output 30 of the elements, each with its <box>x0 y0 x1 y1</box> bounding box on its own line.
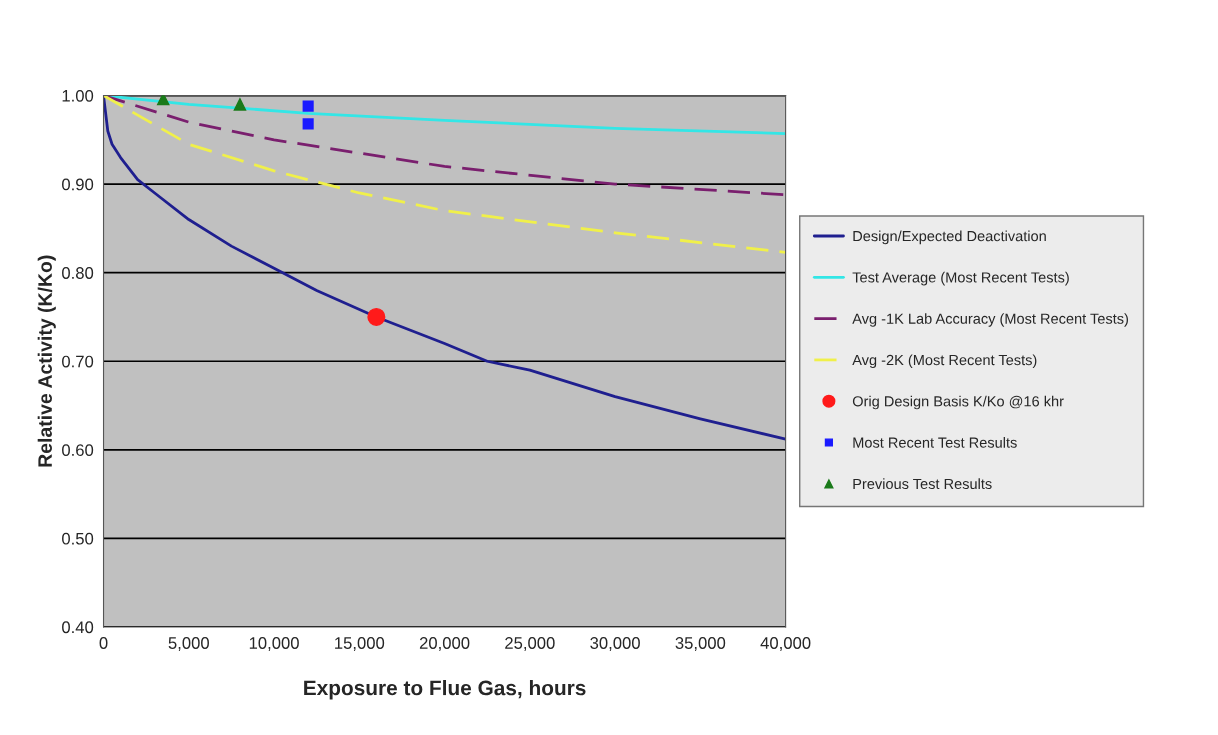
x-tick-label: 20,000 <box>419 637 470 651</box>
legend-label: Most Recent Test Results <box>853 437 1017 448</box>
legend-label: Previous Test Results <box>853 478 992 490</box>
x-tick-label: 40,000 <box>760 637 811 651</box>
point <box>302 118 314 130</box>
x-tick-label: 30,000 <box>590 637 640 651</box>
x-tick-label: 0 <box>99 637 108 649</box>
x-tick-label: 25,000 <box>505 637 555 651</box>
x-tick-label: 5,000 <box>168 637 209 651</box>
legend-label: Design/Expected Deactivation <box>853 230 1046 245</box>
point <box>233 98 247 111</box>
y-axis-title: Relative Activity (K/Ko) <box>37 255 56 467</box>
legend-label: Test Average (Most Recent Tests) <box>852 271 1069 286</box>
x-tick-label: 10,000 <box>249 637 299 651</box>
y-tick-label: 0.80 <box>62 267 94 279</box>
legend-label: Avg -2K (Most Recent Tests) <box>852 354 1037 369</box>
point <box>302 100 314 112</box>
y-tick-label: 0.60 <box>62 444 94 457</box>
y-tick-label: 0.50 <box>62 532 94 545</box>
legend-label: Orig Design Basis K/Ko @16 khr <box>852 395 1064 410</box>
y-tick-label: 0.40 <box>62 621 94 634</box>
x-tick-label: 35,000 <box>675 637 726 651</box>
y-tick-label: 0.90 <box>62 178 94 191</box>
legend-label: Avg -1K Lab Accuracy (Most Recent Tests) <box>852 313 1128 327</box>
y-tick-label: 1.00 <box>62 89 94 102</box>
point <box>156 95 170 106</box>
x-axis-title: Exposure to Flue Gas, hours <box>304 679 586 700</box>
y-tick-label: 0.70 <box>62 355 94 368</box>
x-tick-label: 15,000 <box>335 637 385 651</box>
point <box>367 307 386 326</box>
